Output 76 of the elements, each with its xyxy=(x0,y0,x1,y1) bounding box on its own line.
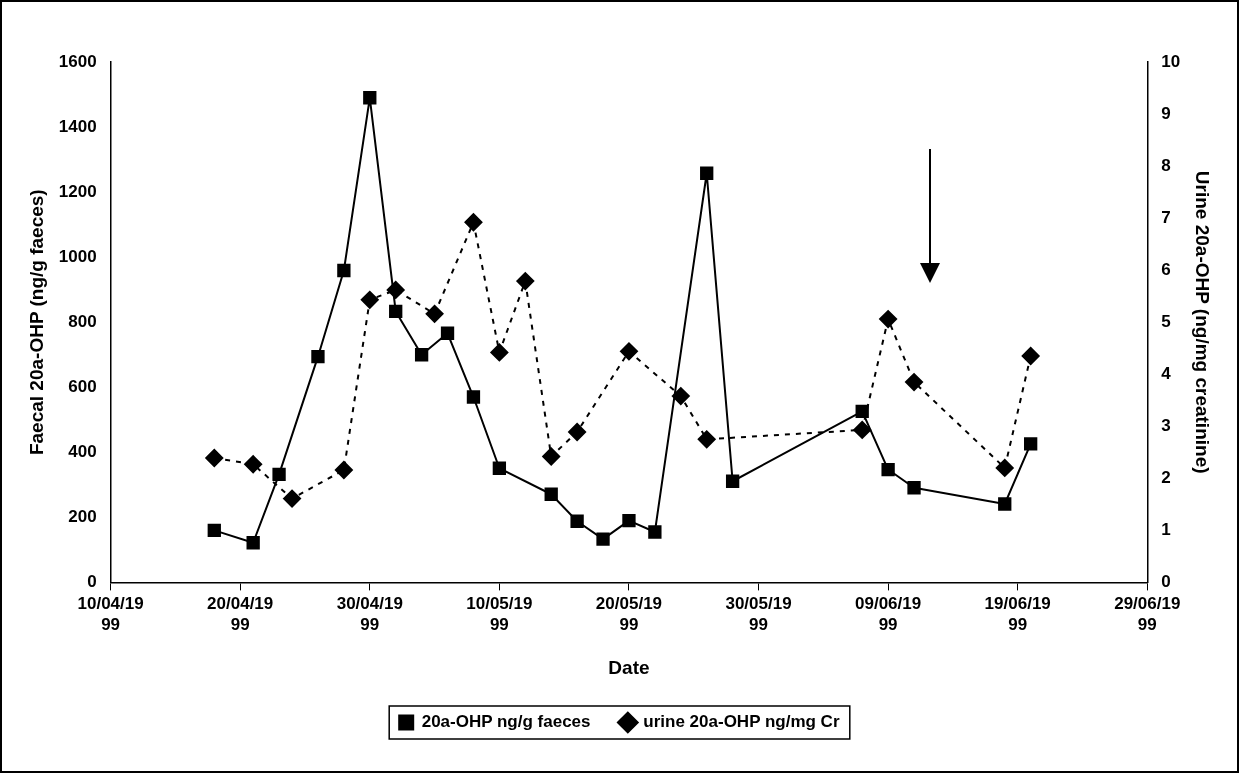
x-tick-label: 10/05/1999 xyxy=(466,594,533,634)
point xyxy=(542,447,561,466)
point xyxy=(648,525,662,539)
y-tick-label: 1600 xyxy=(58,51,97,71)
point xyxy=(414,348,429,362)
y2-tick-label: 10 xyxy=(1161,51,1181,71)
point xyxy=(516,272,535,291)
y2-tick-label: 2 xyxy=(1161,468,1171,488)
point xyxy=(272,467,286,482)
y-tick-label: 1400 xyxy=(58,116,97,136)
y2-tick-label: 1 xyxy=(1161,520,1171,540)
y2-tick-label: 9 xyxy=(1161,103,1171,123)
point xyxy=(1024,437,1038,451)
point xyxy=(998,497,1012,511)
point xyxy=(246,536,260,550)
point xyxy=(244,455,263,474)
y-tick-label: 200 xyxy=(68,507,97,527)
point xyxy=(725,474,740,488)
y2-tick-label: 7 xyxy=(1161,207,1171,227)
point xyxy=(205,449,224,468)
x-axis-title: Date xyxy=(608,656,650,678)
y-axis-title: Faecal 20a-OHP (ng/g faeces) xyxy=(25,189,47,456)
x-tick-label: 20/05/1999 xyxy=(595,594,663,634)
x-tick-label: 10/04/1999 xyxy=(77,594,144,634)
point xyxy=(283,489,302,508)
point xyxy=(207,523,221,538)
legend-label: urine 20a-OHP ng/mg Cr xyxy=(643,712,840,732)
x-tick-label: 30/05/1999 xyxy=(725,594,792,634)
point xyxy=(490,343,509,362)
point xyxy=(881,462,895,477)
y-tick-label: 600 xyxy=(68,376,97,396)
x-tick-label: 19/06/1999 xyxy=(984,594,1051,634)
y-tick-label: 400 xyxy=(68,441,97,461)
y2-tick-label: 3 xyxy=(1161,415,1171,435)
y2-tick-label: 6 xyxy=(1161,259,1171,279)
point xyxy=(905,373,924,392)
y-tick-label: 0 xyxy=(87,572,97,592)
point xyxy=(855,404,869,418)
point xyxy=(425,304,444,323)
y2-tick-label: 5 xyxy=(1161,311,1171,331)
x-tick-label: 30/04/1999 xyxy=(336,594,403,634)
point xyxy=(622,513,636,528)
x-tick-label: 09/06/1999 xyxy=(855,594,922,634)
point xyxy=(492,461,507,475)
point xyxy=(363,91,377,105)
point xyxy=(671,387,690,406)
point xyxy=(464,213,483,232)
point xyxy=(907,481,921,495)
point xyxy=(570,514,584,528)
point xyxy=(544,487,558,501)
point xyxy=(619,342,638,361)
y-tick-label: 800 xyxy=(68,311,97,331)
point xyxy=(596,532,610,546)
point xyxy=(697,430,716,449)
point xyxy=(568,423,587,441)
y2-tick-label: 0 xyxy=(1161,572,1171,592)
point xyxy=(1021,347,1040,366)
y2-tick-label: 8 xyxy=(1161,155,1171,175)
y2-tick-label: 4 xyxy=(1161,363,1172,383)
y-tick-label: 1000 xyxy=(58,246,97,266)
point xyxy=(360,290,379,309)
point xyxy=(466,390,481,404)
point xyxy=(879,310,898,329)
point xyxy=(389,304,403,319)
y2-axis-title: Urine 20a-OHP (ng/mg creatinine) xyxy=(1192,170,1214,474)
legend-label: 20a-OHP ng/g faeces xyxy=(421,712,591,732)
point xyxy=(853,420,872,439)
y-tick-label: 1200 xyxy=(58,181,97,201)
point xyxy=(995,458,1014,477)
point xyxy=(337,263,351,278)
point xyxy=(700,166,714,180)
x-tick-label: 20/04/1999 xyxy=(207,594,274,634)
point xyxy=(311,350,325,364)
point xyxy=(334,460,353,479)
x-tick-label: 29/06/1999 xyxy=(1114,594,1181,634)
point xyxy=(440,326,455,340)
